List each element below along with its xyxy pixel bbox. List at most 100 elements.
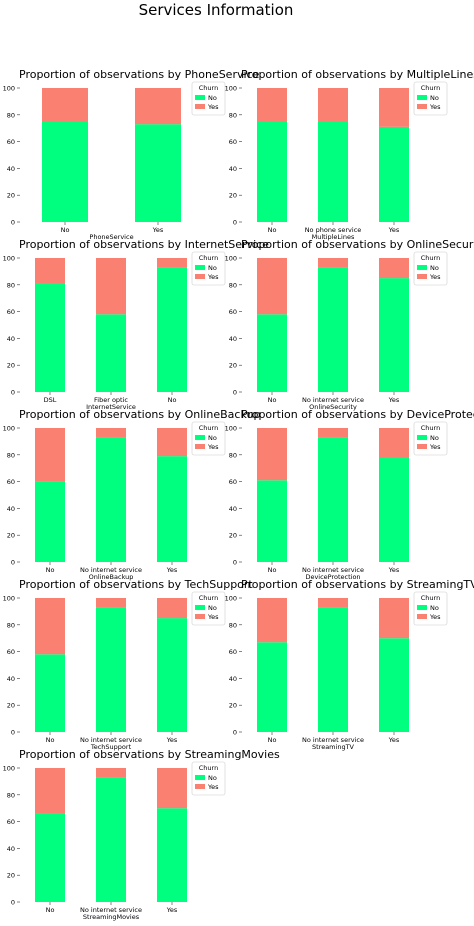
y-tick-label: 20: [7, 872, 15, 880]
x-tick-label: No internet service: [302, 396, 364, 404]
legend-swatch-no: [417, 95, 427, 100]
subplot-MultipleLines: Proportion of observations by MultipleLi…: [225, 68, 474, 241]
y-tick-label: 40: [7, 845, 15, 853]
y-tick-label: 20: [7, 362, 15, 370]
legend-swatch-no: [417, 435, 427, 440]
bar-yes-No: [257, 428, 287, 481]
x-tick-label: No: [46, 906, 55, 914]
bar-yes-Yes: [379, 258, 409, 279]
y-tick-label: 100: [3, 85, 15, 93]
x-tick-label: No: [268, 226, 277, 234]
x-tick-label: Yes: [166, 736, 178, 744]
y-tick-label: 20: [229, 532, 237, 540]
bar-yes-No internet service: [96, 428, 126, 438]
legend-title: Churn: [421, 594, 440, 602]
legend-title: Churn: [421, 254, 440, 262]
bar-no-No internet service: [318, 267, 348, 392]
x-tick-label: No internet service: [80, 736, 142, 744]
subplot-StreamingTV: Proportion of observations by StreamingT…: [225, 578, 474, 751]
legend-label-no: No: [430, 264, 439, 272]
legend-label-yes: Yes: [207, 783, 219, 791]
bar-no-No: [257, 642, 287, 732]
bar-no-Yes: [157, 618, 187, 732]
y-tick-label: 80: [229, 111, 237, 119]
y-tick-label: 40: [7, 165, 15, 173]
subplot-grid: Proportion of observations by PhoneServi…: [3, 68, 474, 921]
x-tick-label: Yes: [388, 736, 400, 744]
y-tick-label: 100: [225, 85, 237, 93]
subplot-title: Proportion of observations by StreamingM…: [19, 748, 280, 761]
bar-no-No internet service: [96, 437, 126, 562]
y-tick-label: 80: [7, 621, 15, 629]
x-axis-label: TechSupport: [90, 743, 132, 751]
bar-yes-Yes: [157, 428, 187, 457]
bar-no-No: [42, 121, 88, 222]
legend-label-yes: Yes: [429, 103, 441, 111]
bar-yes-No phone service: [318, 88, 348, 122]
legend-swatch-no: [195, 265, 205, 270]
legend-label-no: No: [430, 94, 439, 102]
x-tick-label: Yes: [152, 226, 164, 234]
y-tick-label: 60: [229, 478, 237, 486]
legend-swatch-yes: [417, 614, 427, 619]
legend-swatch-no: [195, 775, 205, 780]
y-tick-label: 0: [11, 559, 15, 567]
bar-no-Yes: [135, 124, 181, 222]
y-tick-label: 80: [7, 451, 15, 459]
legend-swatch-yes: [195, 104, 205, 109]
subplot-InternetService: Proportion of observations by InternetSe…: [3, 238, 270, 411]
y-tick-label: 80: [229, 621, 237, 629]
bar-no-No phone service: [318, 121, 348, 222]
subplot-title: Proportion of observations by OnlineSecu…: [241, 238, 474, 251]
bar-yes-No: [35, 598, 65, 655]
bar-no-No: [257, 480, 287, 562]
y-tick-label: 60: [229, 138, 237, 146]
legend-label-yes: Yes: [429, 613, 441, 621]
bar-yes-Yes: [135, 88, 181, 125]
legend-label-yes: Yes: [207, 103, 219, 111]
y-tick-label: 20: [7, 192, 15, 200]
x-tick-label: No phone service: [305, 226, 362, 234]
y-tick-label: 40: [229, 675, 237, 683]
y-tick-label: 40: [229, 505, 237, 513]
bar-yes-No internet service: [318, 258, 348, 268]
legend-swatch-no: [195, 605, 205, 610]
y-tick-label: 60: [7, 308, 15, 316]
legend-label-yes: Yes: [207, 613, 219, 621]
legend-title: Churn: [199, 254, 218, 262]
y-tick-label: 40: [7, 675, 15, 683]
legend-label-yes: Yes: [207, 443, 219, 451]
y-tick-label: 0: [233, 559, 237, 567]
subplot-TechSupport: Proportion of observations by TechSuppor…: [3, 578, 254, 751]
legend-label-no: No: [208, 604, 217, 612]
y-tick-label: 40: [229, 165, 237, 173]
y-tick-label: 20: [229, 702, 237, 710]
bar-yes-Yes: [379, 428, 409, 458]
bar-yes-Yes: [157, 598, 187, 619]
bar-yes-No: [35, 428, 65, 482]
legend-swatch-no: [195, 95, 205, 100]
x-tick-label: Yes: [388, 396, 400, 404]
x-axis-label: OnlineSecurity: [309, 403, 357, 411]
legend-title: Churn: [421, 84, 440, 92]
y-tick-label: 100: [3, 595, 15, 603]
x-tick-label: Yes: [166, 906, 178, 914]
y-tick-label: 100: [225, 595, 237, 603]
legend-label-no: No: [208, 94, 217, 102]
subplot-title: Proportion of observations by InternetSe…: [19, 238, 269, 251]
x-tick-label: DSL: [44, 396, 57, 404]
y-tick-label: 60: [229, 308, 237, 316]
subplot-OnlineSecurity: Proportion of observations by OnlineSecu…: [225, 238, 474, 411]
legend-label-no: No: [430, 604, 439, 612]
bar-yes-No: [35, 768, 65, 814]
y-tick-label: 0: [11, 729, 15, 737]
subplot-OnlineBackup: Proportion of observations by OnlineBack…: [3, 408, 261, 581]
bar-no-No: [257, 121, 287, 222]
subplot-PhoneService: Proportion of observations by PhoneServi…: [3, 68, 260, 241]
x-axis-label: PhoneService: [89, 233, 133, 241]
legend-swatch-yes: [417, 274, 427, 279]
subplot-title: Proportion of observations by StreamingT…: [241, 578, 474, 591]
legend-label-yes: Yes: [207, 273, 219, 281]
bar-no-No: [35, 813, 65, 902]
